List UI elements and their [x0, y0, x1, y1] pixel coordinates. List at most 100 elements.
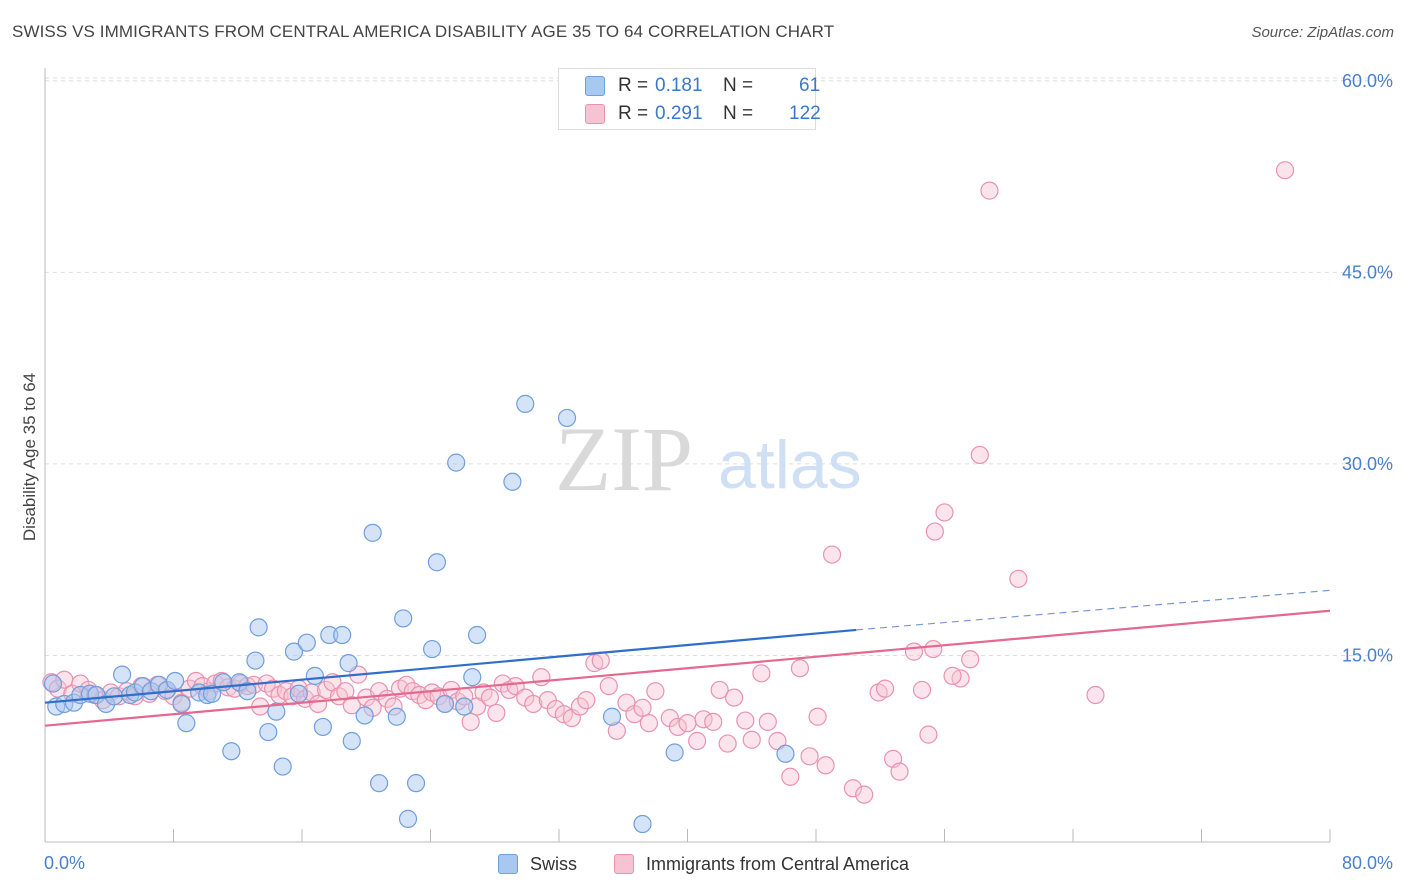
- swiss-point: [267, 702, 286, 721]
- watermark-atlas: atlas: [718, 427, 862, 503]
- immigrants-r-label: R =: [618, 103, 649, 124]
- immigrants-point: [980, 181, 999, 200]
- swiss-n-value: 61: [799, 75, 821, 96]
- swiss-point: [177, 714, 196, 733]
- immigrants-point: [752, 664, 771, 683]
- swiss-point: [427, 553, 447, 572]
- source-credit: Source: ZipAtlas.com: [1251, 24, 1394, 41]
- immigrants-point: [935, 503, 954, 522]
- swiss-point: [43, 674, 63, 693]
- immigrants-point: [718, 734, 737, 753]
- swiss-point: [398, 809, 418, 829]
- tick-labels: 15.0% 30.0% 45.0% 60.0% 0.0% 80.0%: [44, 71, 1393, 873]
- swiss-point: [202, 684, 222, 703]
- swiss-r-label: R =: [618, 75, 649, 96]
- swiss-point: [406, 774, 426, 793]
- immigrants-point: [599, 676, 618, 696]
- swiss-point: [665, 743, 684, 762]
- immigrants-point: [461, 712, 480, 731]
- immigrants-point: [480, 688, 500, 707]
- immigrants-legend-label: Immigrants from Central America: [646, 853, 910, 874]
- swiss-point: [238, 682, 257, 701]
- swiss-point: [289, 684, 308, 703]
- swiss-point: [633, 814, 652, 834]
- swiss-point: [249, 618, 268, 637]
- swiss-point: [333, 625, 352, 645]
- swiss-point: [313, 717, 332, 737]
- swiss-trend-line: [44, 628, 857, 704]
- immigrants-point: [633, 698, 652, 717]
- y-tick-label-1: 30.0%: [1342, 454, 1393, 474]
- swiss-point: [339, 654, 358, 673]
- immigrants-point: [1086, 685, 1105, 705]
- swiss-point: [503, 472, 522, 491]
- swiss-point: [246, 651, 265, 670]
- immigrants-point: [758, 712, 777, 731]
- immigrants-point: [342, 696, 361, 715]
- swiss-point: [305, 666, 324, 685]
- immigrants-point: [790, 659, 810, 678]
- x-tick-label-max: 80.0%: [1342, 853, 1393, 873]
- immigrants-point: [646, 682, 665, 701]
- swiss-point: [297, 633, 316, 652]
- immigrants-trend-line: [44, 609, 1331, 727]
- immigrants-point: [668, 717, 687, 737]
- y-tick-label-3: 60.0%: [1342, 71, 1393, 91]
- swiss-point: [776, 744, 795, 763]
- immigrants-swatch: [585, 104, 605, 124]
- swiss-point: [435, 694, 455, 714]
- swiss-legend-label: Swiss: [530, 853, 578, 874]
- swiss-point: [447, 453, 466, 472]
- stats-legend: R = 0.181 N = 61 R = 0.291 N = 122: [558, 68, 821, 130]
- immigrants-point: [919, 725, 938, 744]
- y-tick-label-0: 15.0%: [1342, 645, 1393, 665]
- immigrants-legend-swatch: [614, 854, 634, 874]
- x-tick-label-min: 0.0%: [44, 853, 85, 873]
- swiss-point: [423, 639, 442, 659]
- watermark-zip: ZIP: [555, 408, 693, 510]
- immigrants-point: [591, 651, 610, 670]
- swiss-points: [43, 394, 795, 834]
- swiss-point: [394, 609, 413, 628]
- immigrants-point: [808, 707, 827, 726]
- swiss-swatch: [585, 76, 605, 96]
- immigrants-point: [970, 445, 989, 465]
- immigrants-point: [904, 642, 924, 661]
- gridlines: [45, 77, 1392, 656]
- bottom-legend-immigrants: Immigrants from Central America: [614, 852, 909, 876]
- swiss-point: [467, 625, 487, 645]
- swiss-trend-extension: [856, 589, 1331, 631]
- immigrants-point: [524, 694, 543, 714]
- y-tick-label-2: 45.0%: [1342, 262, 1393, 282]
- chart-title: SWISS VS IMMIGRANTS FROM CENTRAL AMERICA…: [12, 22, 835, 41]
- trend-lines: [44, 589, 1331, 727]
- swiss-point: [284, 642, 304, 661]
- immigrants-point: [736, 711, 755, 730]
- swiss-point: [557, 408, 577, 428]
- swiss-point: [463, 668, 482, 687]
- bottom-legend-swiss: Swiss: [498, 852, 577, 876]
- swiss-point: [370, 774, 389, 793]
- immigrants-point: [532, 668, 551, 687]
- immigrants-point: [1275, 161, 1295, 180]
- immigrants-r-value: 0.291: [655, 103, 703, 124]
- immigrants-point: [704, 712, 723, 731]
- immigrants-point: [925, 522, 944, 541]
- immigrants-point: [890, 762, 909, 781]
- swiss-point: [363, 523, 382, 542]
- immigrants-point: [678, 714, 697, 733]
- immigrants-point: [875, 679, 895, 698]
- immigrants-point: [487, 703, 506, 723]
- swiss-r-value: 0.181: [655, 75, 703, 96]
- swiss-point: [342, 731, 361, 751]
- immigrants-point: [781, 767, 800, 786]
- immigrants-point: [961, 650, 980, 669]
- immigrants-point: [816, 756, 835, 775]
- immigrants-point: [639, 714, 659, 733]
- immigrants-point: [924, 639, 943, 659]
- immigrants-point: [800, 747, 819, 766]
- swiss-legend-swatch: [498, 854, 518, 874]
- swiss-point: [602, 707, 622, 726]
- immigrants-n-label: N =: [723, 103, 754, 124]
